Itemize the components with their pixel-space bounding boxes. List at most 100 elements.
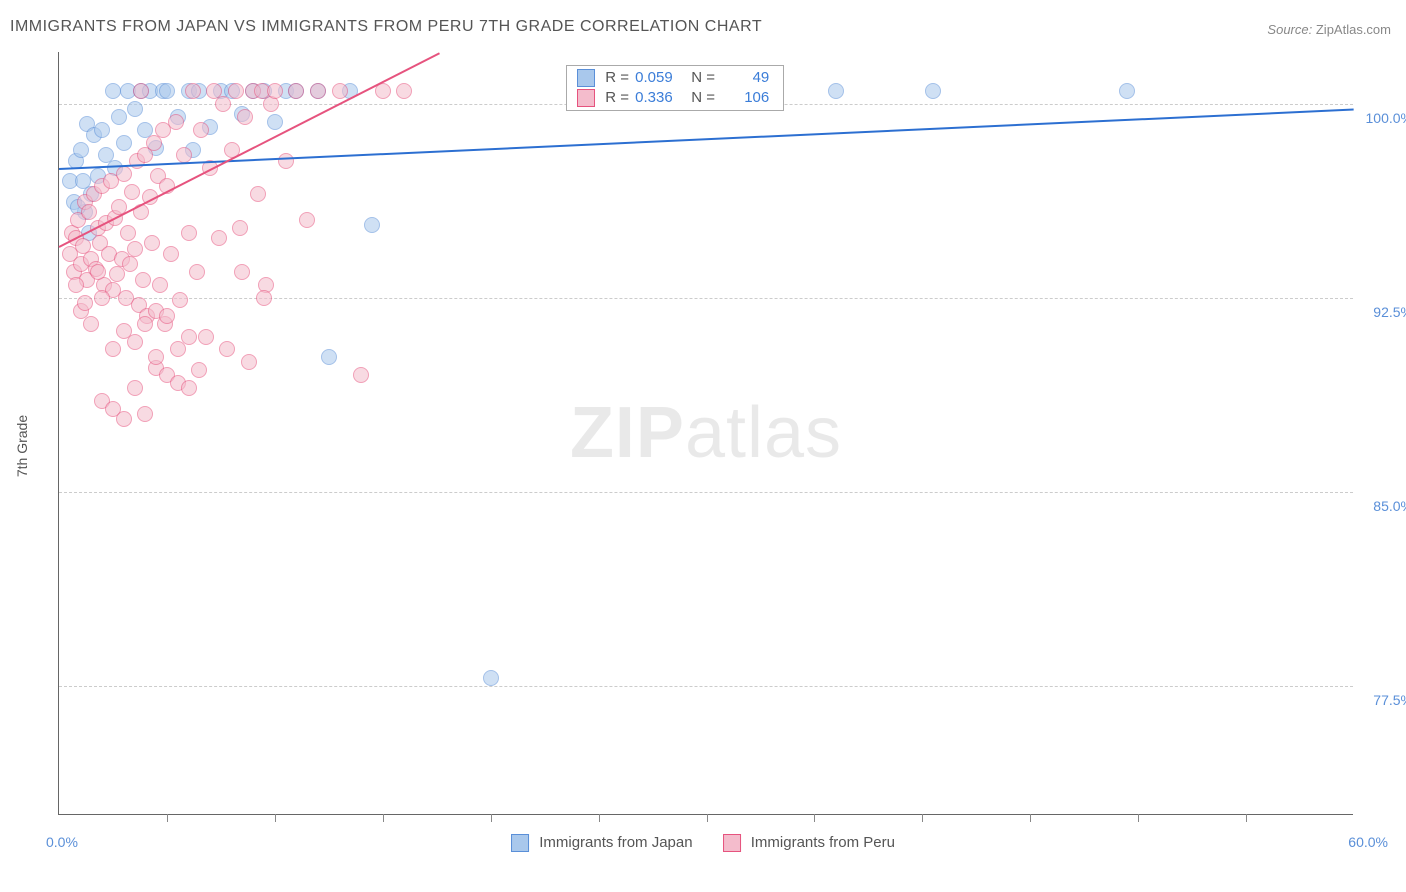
stats-n-label: N = [687, 69, 719, 86]
x-tick [491, 814, 492, 822]
scatter-point [228, 83, 244, 99]
scatter-point [94, 290, 110, 306]
scatter-point [152, 277, 168, 293]
legend-swatch-japan [511, 834, 529, 852]
scatter-point [1119, 83, 1135, 99]
scatter-point [133, 83, 149, 99]
scatter-point [137, 316, 153, 332]
scatter-point [116, 166, 132, 182]
scatter-point [364, 217, 380, 233]
scatter-point [232, 220, 248, 236]
stats-swatch [577, 69, 595, 87]
stats-row: R = 0.059 N = 49 [567, 68, 783, 88]
source-attribution: Source: ZipAtlas.com [1267, 22, 1391, 37]
trend-line [59, 52, 441, 248]
legend-item-japan: Immigrants from Japan [511, 834, 693, 852]
scatter-point [211, 230, 227, 246]
watermark: ZIPatlas [570, 392, 842, 474]
scatter-point [828, 83, 844, 99]
scatter-point [237, 109, 253, 125]
x-tick [383, 814, 384, 822]
scatter-point [181, 329, 197, 345]
stats-swatch [577, 89, 595, 107]
stats-n-label: N = [687, 89, 719, 106]
scatter-point [124, 184, 140, 200]
scatter-point [90, 264, 106, 280]
watermark-atlas: atlas [685, 393, 842, 473]
scatter-point [267, 83, 283, 99]
scatter-point [111, 109, 127, 125]
scatter-point [181, 225, 197, 241]
scatter-point [191, 362, 207, 378]
scatter-point [288, 83, 304, 99]
stats-n-value: 106 [721, 89, 769, 106]
scatter-point [144, 235, 160, 251]
legend-label-japan: Immigrants from Japan [539, 834, 692, 851]
x-tick [922, 814, 923, 822]
scatter-point [73, 142, 89, 158]
scatter-point [163, 246, 179, 262]
scatter-point [122, 256, 138, 272]
scatter-point [159, 83, 175, 99]
y-tick-label: 92.5% [1373, 304, 1406, 320]
scatter-point [94, 122, 110, 138]
x-tick [275, 814, 276, 822]
scatter-point [127, 101, 143, 117]
scatter-point [219, 341, 235, 357]
y-axis-title: 7th Grade [14, 415, 30, 477]
scatter-point [189, 264, 205, 280]
x-tick [599, 814, 600, 822]
scatter-point [321, 349, 337, 365]
scatter-point [127, 380, 143, 396]
scatter-point [299, 212, 315, 228]
scatter-point [172, 292, 188, 308]
trend-line [59, 109, 1354, 170]
stats-row: R = 0.336 N = 106 [567, 88, 783, 108]
scatter-point [267, 114, 283, 130]
watermark-zip: ZIP [570, 393, 685, 473]
scatter-point [116, 411, 132, 427]
scatter-point [278, 153, 294, 169]
scatter-point [215, 96, 231, 112]
x-tick [814, 814, 815, 822]
scatter-point [168, 114, 184, 130]
chart-title: IMMIGRANTS FROM JAPAN VS IMMIGRANTS FROM… [10, 18, 762, 36]
legend-swatch-peru [723, 834, 741, 852]
stats-legend-box: R = 0.059 N = 49R = 0.336 N = 106 [566, 65, 784, 111]
y-tick-label: 77.5% [1373, 692, 1406, 708]
gridline-h [59, 686, 1353, 687]
source-label: Source: [1267, 22, 1312, 37]
gridline-h [59, 492, 1353, 493]
scatter-point [185, 83, 201, 99]
stats-r-label: R = [605, 89, 633, 106]
y-tick-label: 85.0% [1373, 498, 1406, 514]
stats-n-value: 49 [721, 69, 769, 86]
x-tick [1138, 814, 1139, 822]
source-name: ZipAtlas.com [1316, 22, 1391, 37]
scatter-point [396, 83, 412, 99]
scatter-point [193, 122, 209, 138]
scatter-point [170, 341, 186, 357]
scatter-point [250, 186, 266, 202]
scatter-point [135, 272, 151, 288]
scatter-point [83, 316, 99, 332]
x-axis-min-label: 0.0% [46, 834, 78, 850]
scatter-point [332, 83, 348, 99]
chart-container: IMMIGRANTS FROM JAPAN VS IMMIGRANTS FROM… [0, 0, 1406, 892]
x-tick [167, 814, 168, 822]
gridline-h [59, 298, 1353, 299]
bottom-legend: Immigrants from Japan Immigrants from Pe… [511, 834, 895, 852]
scatter-point [181, 380, 197, 396]
legend-label-peru: Immigrants from Peru [751, 834, 895, 851]
scatter-point [116, 135, 132, 151]
scatter-point [198, 329, 214, 345]
scatter-point [234, 264, 250, 280]
x-tick [707, 814, 708, 822]
legend-item-peru: Immigrants from Peru [723, 834, 895, 852]
scatter-point [925, 83, 941, 99]
scatter-point [256, 290, 272, 306]
scatter-point [148, 349, 164, 365]
x-tick [1030, 814, 1031, 822]
stats-r-value: 0.059 [635, 69, 683, 86]
scatter-point [105, 83, 121, 99]
